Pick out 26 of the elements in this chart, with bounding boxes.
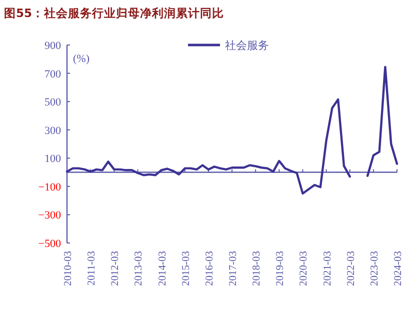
y-tick-label: 100: [44, 153, 62, 166]
x-tick-label: 2018-03: [252, 251, 263, 286]
x-tick-label: 2012-03: [110, 251, 122, 286]
x-tick-label: 2017-03: [228, 251, 239, 286]
legend-label: 社会服务: [225, 39, 269, 52]
y-tick-label: −500: [38, 238, 62, 250]
x-tick-label: 2011-03: [86, 251, 98, 286]
x-tick-label: 2022-03: [346, 251, 357, 286]
x-tick-label: 2015-03: [180, 251, 192, 286]
x-tick-label: 2013-03: [134, 251, 145, 286]
y-tick-label: 500: [44, 96, 62, 109]
chart-title: 图55：社会服务行业归母净利润累计同比: [4, 6, 224, 20]
y-tick-label: 700: [44, 68, 62, 80]
x-tick-label: 2024-03: [393, 251, 404, 286]
y-tick-label: 300: [44, 124, 62, 137]
x-tick-label: 2014-03: [157, 251, 168, 286]
x-tick-label: 2023-03: [369, 251, 380, 286]
x-tick-label: 2010-03: [63, 251, 74, 286]
y-axis-title: (%): [73, 53, 90, 65]
x-tick-label: 2021-03: [322, 251, 334, 286]
x-tick-label: 2020-03: [298, 251, 310, 286]
y-tick-label: 900: [44, 40, 62, 52]
x-tick-label: 2016-03: [204, 251, 216, 286]
y-tick-label: −300: [38, 210, 62, 222]
x-tick-label: 2019-03: [275, 251, 286, 286]
y-tick-label: −100: [38, 181, 62, 194]
